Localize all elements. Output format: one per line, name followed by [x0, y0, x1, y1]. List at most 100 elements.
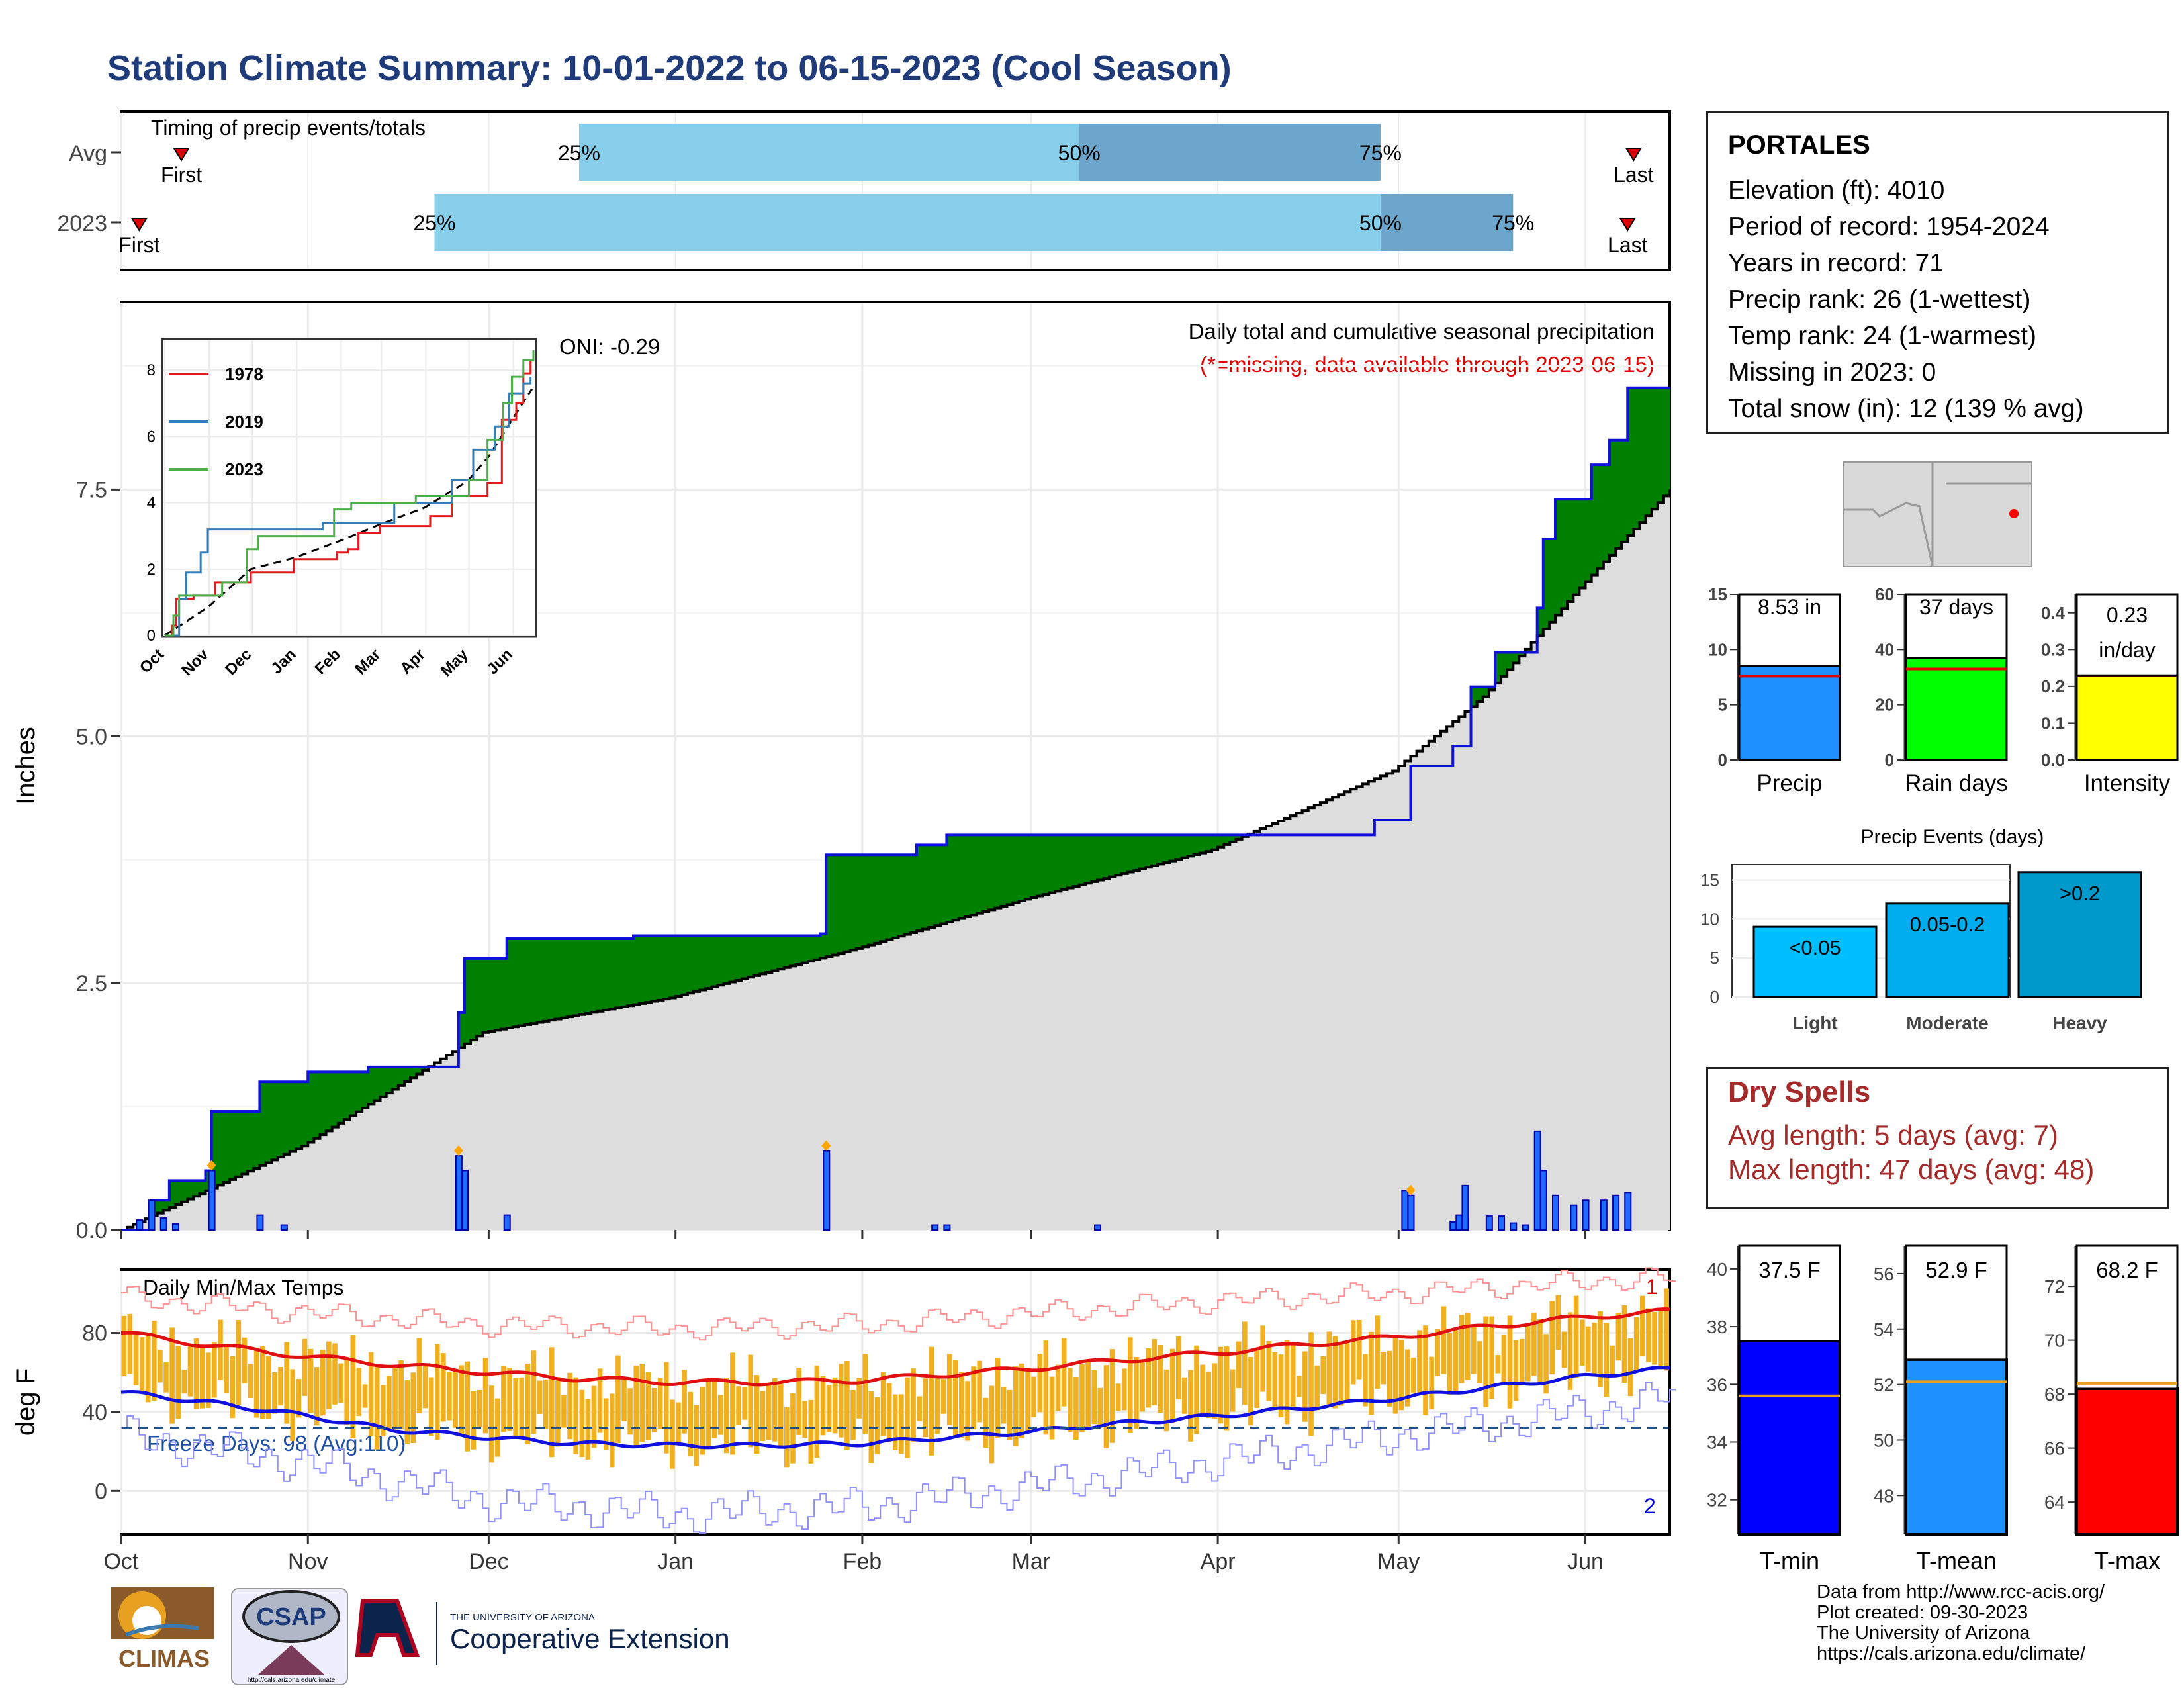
- daily-temp-bar: [284, 1342, 289, 1424]
- daily-precip-bar: [1600, 1199, 1608, 1231]
- precip-difference-fill: [940, 845, 947, 924]
- mini-bar-value-box: [1905, 593, 2008, 659]
- temp-bar-ytick-label: 48: [1874, 1485, 1894, 1506]
- precip-difference-fill: [796, 935, 803, 964]
- mini-ytick-label: 0.4: [2041, 603, 2066, 623]
- temp-bar-ytick-label: 34: [1707, 1432, 1727, 1452]
- daily-temp-bar: [1242, 1321, 1248, 1405]
- daily-temp-bar: [1525, 1325, 1531, 1382]
- precip-difference-fill: [687, 935, 694, 994]
- precip-difference-fill: [1073, 835, 1080, 887]
- daily-temp-bar: [1055, 1364, 1061, 1411]
- daily-temp-bar: [1296, 1376, 1302, 1397]
- timing-first-marker: [130, 218, 148, 232]
- daily-temp-bar: [1652, 1312, 1657, 1365]
- daily-temp-bar: [1586, 1326, 1591, 1372]
- daily-temp-bar: [205, 1352, 211, 1408]
- daily-temp-bar: [1248, 1356, 1253, 1426]
- freeze-days-label: Freeze Days: 98 (Avg:110): [147, 1431, 406, 1456]
- daily-temp-bar: [820, 1376, 826, 1436]
- precip-note: (*=missing, data available through 2023-…: [1200, 352, 1655, 377]
- precip-difference-fill: [386, 1066, 393, 1094]
- precip-difference-fill: [934, 845, 941, 926]
- precip-difference-fill: [187, 1180, 194, 1199]
- daily-temp-bar: [1543, 1334, 1549, 1394]
- daily-temp-bar: [1627, 1338, 1633, 1397]
- daily-temp-bar: [1404, 1349, 1410, 1407]
- month-label: Feb: [843, 1549, 882, 1574]
- precip-difference-fill: [651, 935, 658, 1002]
- daily-temp-bar: [1417, 1330, 1422, 1393]
- timing-label-25: 25%: [413, 211, 455, 235]
- temp-bar-ytick-label: 36: [1707, 1374, 1727, 1395]
- events-bar-label: <0.05: [1789, 936, 1841, 959]
- timing-last-label: Last: [1614, 163, 1654, 187]
- daily-temp-bar: [561, 1395, 567, 1428]
- precip-difference-fill: [1151, 835, 1158, 866]
- precip-average-line: [121, 489, 1671, 1231]
- precip-difference-fill: [1639, 387, 1647, 523]
- station-location-dot: [2009, 509, 2019, 518]
- precip-difference-fill: [591, 939, 598, 1013]
- daily-temp-bar: [387, 1376, 392, 1431]
- events-bar-heavy: [2017, 871, 2142, 998]
- precip-difference-fill: [277, 1082, 285, 1158]
- precip-difference-fill: [621, 939, 628, 1007]
- daily-temp-bar: [296, 1379, 302, 1418]
- credit-data-source: Data from http://www.rcc-acis.org/: [1817, 1581, 2105, 1603]
- precip-difference-fill: [332, 1072, 339, 1127]
- daily-temp-bar: [1278, 1354, 1284, 1417]
- precip-difference-fill: [271, 1082, 279, 1160]
- daily-precip-bar: [1449, 1221, 1457, 1231]
- precip-difference-fill: [1494, 652, 1502, 684]
- station-total-snow: Total snow (in): 12 (139 % avg): [1728, 395, 2084, 423]
- daily-temp-bar: [1453, 1330, 1459, 1394]
- temp-bar-ytick-label: 50: [1874, 1430, 1894, 1450]
- daily-temp-bar: [1392, 1335, 1398, 1414]
- daily-precip-bar: [256, 1214, 264, 1231]
- daily-temp-bar: [1290, 1344, 1296, 1409]
- daily-temp-bar: [1369, 1331, 1374, 1415]
- daily-temp-bar: [1519, 1338, 1525, 1386]
- csap-logo: CSAP http://cals.arizona.edu/climate: [231, 1588, 348, 1685]
- daily-temp-bar: [459, 1365, 464, 1436]
- month-label: Jan: [657, 1549, 694, 1574]
- daily-temp-bar: [488, 1385, 494, 1463]
- precip-difference-fill: [1615, 440, 1622, 549]
- daily-temp-bar: [1489, 1316, 1494, 1399]
- precip-difference-fill: [471, 958, 477, 1041]
- daily-temp-bar: [1073, 1376, 1079, 1440]
- daily-temp-bar: [663, 1362, 669, 1454]
- precip-difference-fill: [922, 845, 929, 929]
- precip-difference-fill: [235, 1111, 242, 1177]
- daily-temp-bar: [700, 1387, 705, 1455]
- precip-difference-fill: [898, 855, 905, 937]
- timing-bar-25-50: [578, 124, 1079, 181]
- precip-difference-fill: [1482, 686, 1490, 697]
- precip-difference-fill: [500, 958, 508, 1029]
- mini-bar-rain-days: [1905, 657, 2008, 761]
- inset-ytick-label: 4: [147, 494, 156, 512]
- precip-difference-fill: [561, 939, 568, 1018]
- precip-difference-fill: [705, 935, 712, 989]
- daily-temp-bar: [453, 1372, 458, 1428]
- daily-temp-bar: [1633, 1317, 1639, 1372]
- daily-temp-bar: [850, 1390, 856, 1440]
- temp-bar-ytick-label: 40: [1707, 1259, 1727, 1280]
- inset-ytick-label: 6: [147, 428, 156, 445]
- precip-difference-fill: [1175, 835, 1183, 860]
- precip-ylabel: Inches: [11, 727, 40, 805]
- daily-temp-bar: [332, 1343, 338, 1405]
- daily-temp-bar: [1531, 1313, 1537, 1376]
- daily-temp-bar: [1019, 1363, 1024, 1438]
- daily-temp-bar: [248, 1364, 253, 1398]
- timing-panel: Timing of precip events/totals Avg 2023 …: [57, 110, 1671, 271]
- precip-difference-fill: [1657, 387, 1664, 503]
- csap-text: CSAP: [256, 1603, 326, 1631]
- precip-difference-fill: [929, 845, 935, 927]
- precip-difference-fill: [518, 939, 525, 1026]
- daily-temp-bar: [1181, 1377, 1187, 1414]
- daily-temp-bar: [1001, 1387, 1007, 1424]
- daily-temp-bar: [1344, 1343, 1350, 1403]
- precip-difference-fill: [645, 935, 652, 1003]
